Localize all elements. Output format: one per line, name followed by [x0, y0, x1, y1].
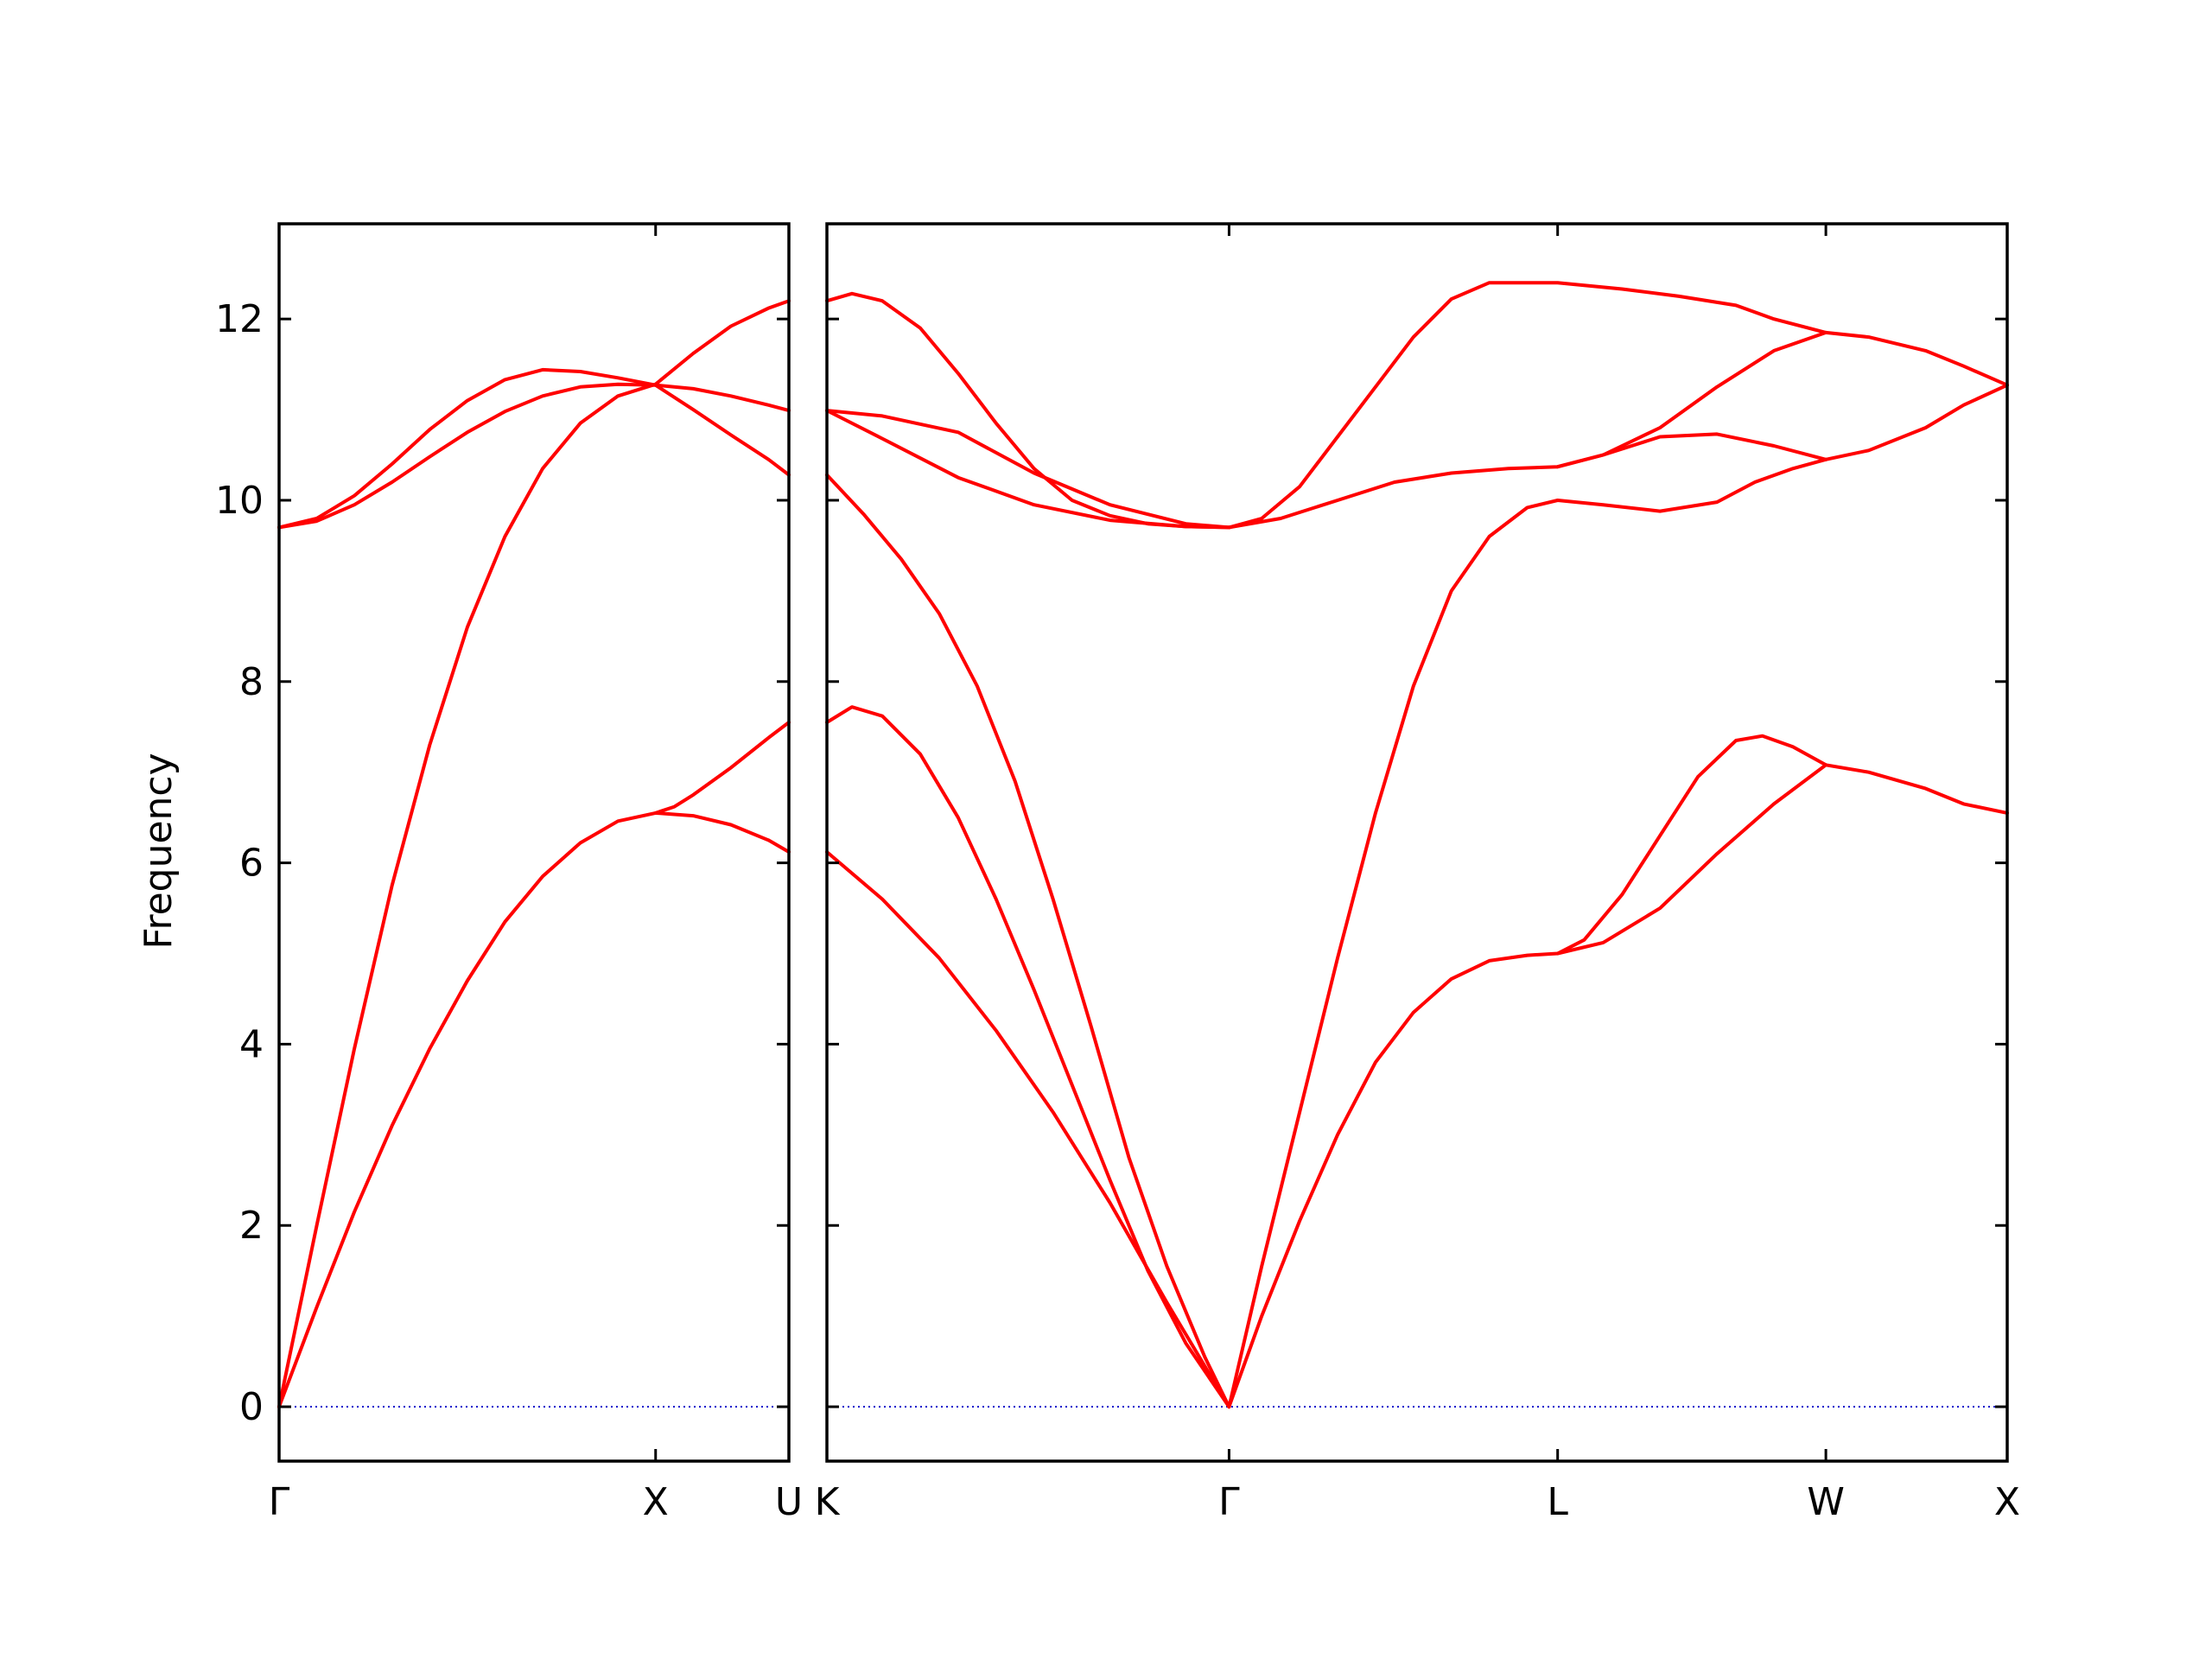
band-line-2-5 — [825, 409, 1231, 530]
panel-frame — [825, 222, 2009, 1463]
band-line-2-9 — [1227, 432, 1828, 530]
band-line-2-1 — [825, 850, 1231, 1409]
x-tick-label: U — [775, 1480, 803, 1524]
y-tick-label: 8 — [239, 660, 264, 704]
y-tick-label: 4 — [239, 1022, 264, 1066]
y-tick-label: 12 — [215, 297, 264, 341]
band-line-2-14 — [1824, 383, 2009, 461]
panel-frame — [277, 222, 791, 1463]
band-line-1-3 — [277, 382, 791, 530]
x-tick-label: Γ — [1218, 1480, 1240, 1524]
band-line-2-3 — [825, 473, 1231, 1409]
band-line-2-11 — [1555, 734, 1828, 956]
y-tick-label: 2 — [239, 1204, 264, 1248]
x-tick-label: L — [1547, 1480, 1568, 1524]
x-tick-label: W — [1807, 1480, 1845, 1524]
y-tick-label: 10 — [215, 479, 264, 523]
band-line-2-7 — [1227, 457, 1828, 1409]
band-line-2-10 — [1227, 281, 1828, 530]
band-line-1-2 — [277, 299, 791, 1409]
band-line-2-6 — [825, 291, 1231, 530]
band-line-2-12 — [1555, 330, 1828, 469]
x-tick-label: K — [815, 1480, 841, 1524]
x-tick-label: X — [1994, 1480, 2020, 1524]
band-line-1-4 — [277, 367, 791, 530]
y-tick-label: 0 — [239, 1385, 264, 1429]
x-tick-label: Γ — [269, 1480, 290, 1524]
band-line-1-5 — [653, 721, 791, 815]
plot-panels: Γ X U 0 2 4 6 8 10 12 K Γ L W X — [215, 222, 2020, 1524]
band-line-2-8 — [1227, 763, 1828, 1409]
band-line-1-1 — [277, 810, 791, 1409]
band-line-2-2 — [825, 705, 1231, 1409]
y-axis-label: Frequency — [137, 753, 181, 949]
band-line-2-13 — [1824, 763, 2009, 815]
band-line-2-15 — [1824, 330, 2009, 387]
panel-1: Γ X U 0 2 4 6 8 10 12 — [215, 222, 803, 1524]
y-tick-label: 6 — [239, 842, 264, 886]
x-tick-label: X — [643, 1480, 669, 1524]
